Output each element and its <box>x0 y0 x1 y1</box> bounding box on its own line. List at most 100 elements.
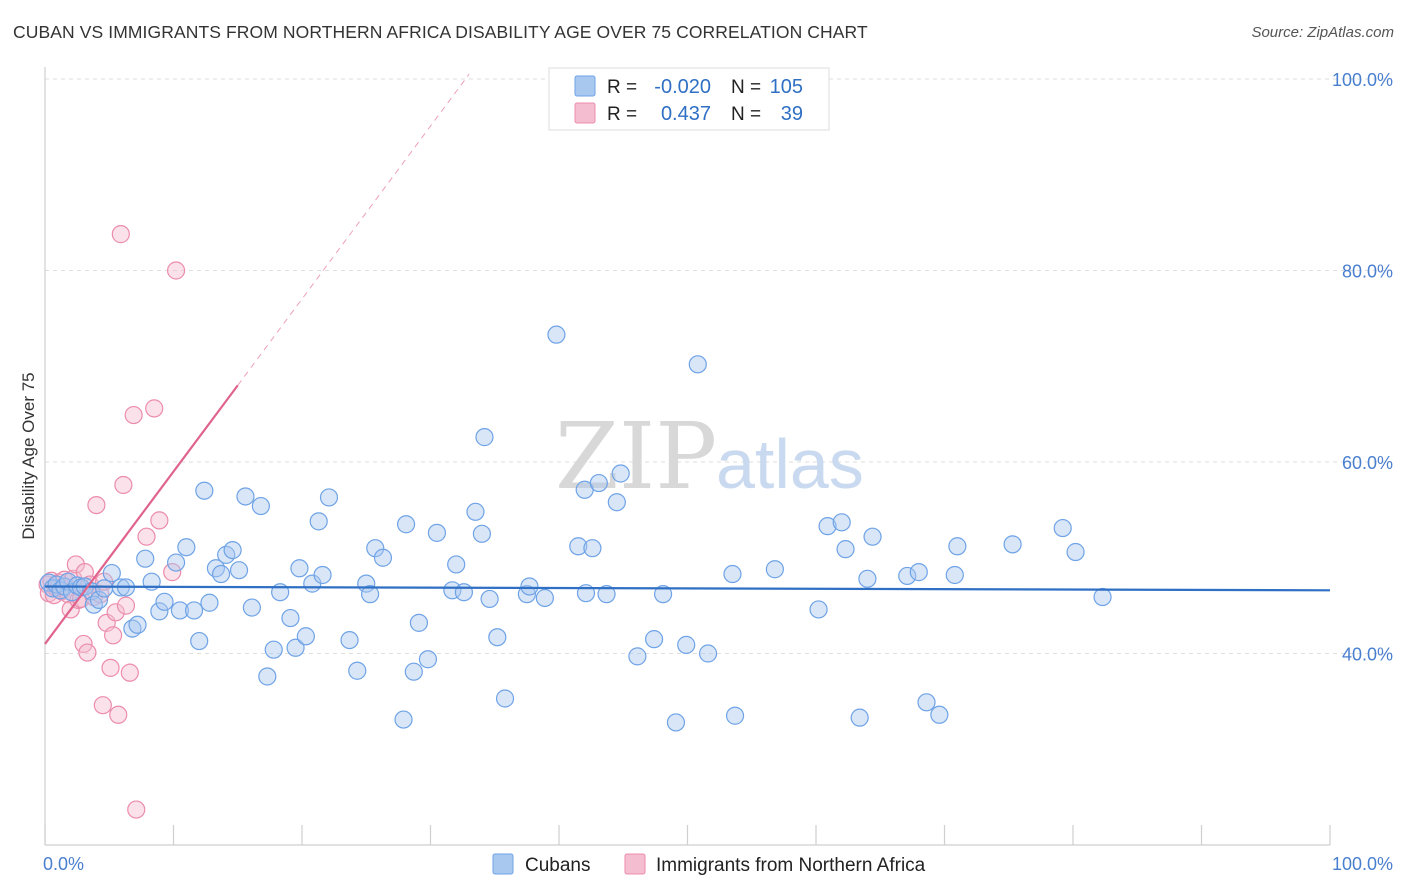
blue-series-points <box>39 325 1112 732</box>
cuban-point <box>547 325 566 344</box>
trend-lines <box>44 73 1331 645</box>
cuban-point <box>475 428 494 447</box>
cuban-point <box>447 555 466 574</box>
cuban-point <box>597 585 616 604</box>
northern-africa-point <box>114 475 133 495</box>
cuban-point <box>836 540 855 559</box>
northern-africa-point <box>101 658 120 677</box>
cuban-point <box>211 564 231 584</box>
cuban-point <box>666 713 686 732</box>
cuban-point <box>281 608 300 628</box>
cuban-point <box>917 693 936 712</box>
legend-label-cubans: Cubans <box>525 855 591 876</box>
northern-africa-point <box>137 527 156 546</box>
cuban-point <box>628 647 647 666</box>
x-tick-label-min: 0.0% <box>43 854 84 874</box>
northern-africa-point <box>109 705 128 724</box>
cuban-point <box>313 565 332 585</box>
cuban-point <box>296 627 315 646</box>
northern-africa-point <box>111 225 130 244</box>
cuban-point <box>177 538 196 557</box>
northern-africa-point <box>74 634 93 654</box>
cuban-point <box>396 515 416 534</box>
y-axis-title: Disability Age Over 75 <box>19 372 38 539</box>
northern-africa-trend-extension <box>237 73 470 386</box>
cuban-point <box>611 464 630 483</box>
cuban-point <box>535 588 554 608</box>
cuban-point <box>725 706 745 725</box>
legend-swatch-cubans <box>492 853 514 875</box>
stats-legend: R = -0.020 N = 105 R = 0.437 N = 39 <box>548 67 830 131</box>
cuban-point <box>480 589 499 609</box>
northern-africa-point <box>150 511 169 530</box>
legend-swatch-northern-africa <box>624 853 646 875</box>
northern-africa-point <box>104 626 123 645</box>
cuban-point <box>488 628 507 647</box>
cuban-point <box>223 540 242 560</box>
cuban-point <box>809 600 828 619</box>
cuban-point <box>340 630 359 650</box>
stats-n-value-blue: 105 <box>770 76 803 98</box>
stats-n-label-blue: N = <box>731 77 761 98</box>
cuban-point <box>195 481 214 500</box>
cuban-point <box>206 559 226 578</box>
cuban-point <box>909 563 928 582</box>
cuban-point <box>1066 542 1085 562</box>
cuban-point <box>200 593 219 612</box>
cuban-point <box>677 635 696 654</box>
northern-africa-point <box>124 405 143 425</box>
cuban-point <box>644 630 664 649</box>
cuban-point <box>166 553 186 572</box>
cuban-point <box>366 539 385 558</box>
cuban-trend-line <box>44 585 1331 592</box>
cuban-point <box>258 667 277 686</box>
y-tick-label-60: 60.0% <box>1342 453 1393 473</box>
cuban-point <box>688 355 707 374</box>
cuban-point <box>427 523 447 542</box>
cuban-point <box>229 561 249 580</box>
cuban-point <box>863 527 882 546</box>
northern-africa-point <box>166 261 186 280</box>
x-tick-label-max: 100.0% <box>1332 854 1393 874</box>
cuban-point <box>653 585 673 604</box>
cuban-point <box>394 710 413 729</box>
cuban-point <box>361 585 380 604</box>
cuban-point <box>251 496 270 516</box>
cuban-point <box>155 592 174 611</box>
cuban-point <box>184 601 204 620</box>
northern-africa-point <box>78 643 97 662</box>
stats-r-label-pink: R = <box>607 104 637 125</box>
legend-label-northern-africa: Immigrants from Northern Africa <box>656 855 926 876</box>
cuban-point <box>945 565 964 585</box>
northern-africa-point <box>116 596 136 615</box>
stats-swatch-blue <box>574 75 596 97</box>
cuban-point <box>348 661 367 680</box>
cuban-point <box>1093 587 1112 607</box>
northern-africa-point <box>127 800 146 819</box>
cuban-point <box>136 549 155 568</box>
chart-title: CUBAN VS IMMIGRANTS FROM NORTHERN AFRICA… <box>13 22 868 42</box>
northern-africa-point <box>145 399 164 418</box>
cuban-point <box>698 644 718 663</box>
cuban-point <box>242 598 261 617</box>
pink-series-points <box>38 225 186 819</box>
cuban-point <box>466 502 485 521</box>
cuban-point <box>286 638 305 657</box>
stats-r-value-blue: -0.020 <box>654 76 711 98</box>
cuban-point <box>95 579 114 598</box>
cuban-point <box>495 689 515 708</box>
y-tick-label-100: 100.0% <box>1332 70 1393 90</box>
cuban-point <box>583 539 602 558</box>
cuban-point <box>373 548 393 567</box>
cuban-point <box>723 564 742 584</box>
cuban-point <box>472 524 491 543</box>
stats-n-value-pink: 39 <box>781 103 803 125</box>
watermark-zip: ZIP <box>555 403 717 510</box>
cuban-point <box>1053 518 1072 538</box>
cuban-point <box>319 488 339 507</box>
cuban-point <box>818 517 837 536</box>
cuban-point <box>520 577 539 596</box>
cuban-point <box>236 487 255 506</box>
cuban-point <box>930 705 949 724</box>
